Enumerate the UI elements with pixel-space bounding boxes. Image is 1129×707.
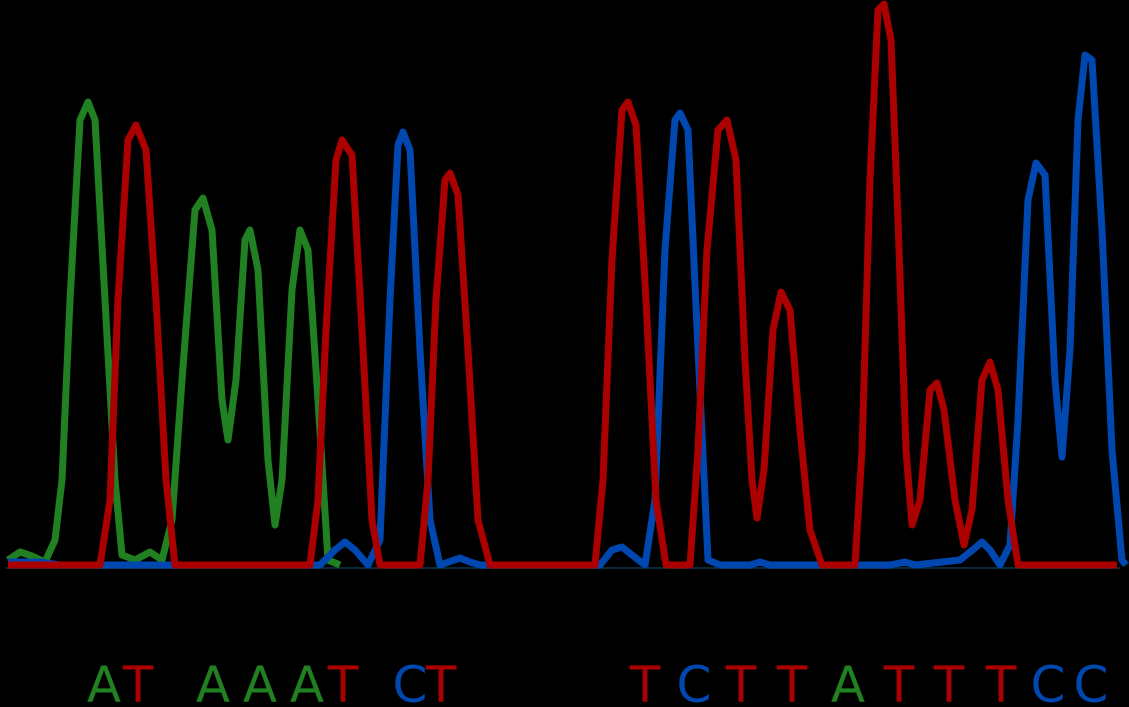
base-call-label: A [196, 656, 230, 707]
base-call-label: A [87, 656, 121, 707]
base-call-label: A [243, 656, 277, 707]
base-call-label: T [985, 656, 1017, 707]
base-call-label: C [1074, 656, 1109, 707]
base-call-label: A [290, 656, 324, 707]
trace-a-green [6, 98, 342, 569]
base-call-label: T [883, 656, 915, 707]
trace-t-red [8, 0, 1117, 569]
base-call-labels: A T A A A T CT T C T T A T T T C C [87, 656, 1109, 707]
base-call-label: T [327, 656, 359, 707]
base-call-label: T [725, 656, 757, 707]
base-call-label: T [122, 656, 154, 707]
base-call-label: C [1031, 656, 1066, 707]
base-call-label: T [776, 656, 808, 707]
base-call-label: C [677, 656, 712, 707]
trace-group [6, 0, 1129, 569]
trace-c-blue [8, 51, 1129, 569]
base-call-label: T [425, 656, 457, 707]
base-call-label: T [933, 656, 965, 707]
base-call-label: A [831, 656, 865, 707]
base-call-label: T [629, 656, 661, 707]
base-call-label: C [393, 656, 428, 707]
